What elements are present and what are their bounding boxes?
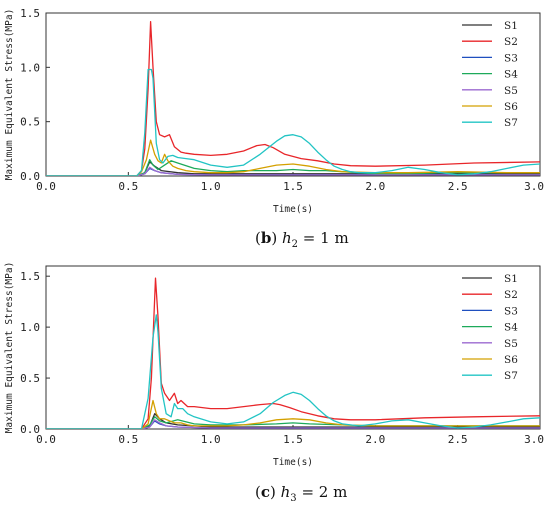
x-tick-label: 2.5 [448, 433, 468, 446]
x-tick-label: 1.0 [201, 180, 221, 193]
legend-label-s2: S2 [504, 289, 518, 301]
y-tick-label: 0.5 [20, 372, 40, 385]
series-line-s5 [46, 419, 540, 429]
legend-label-s6: S6 [504, 354, 518, 366]
caption-variable: h [282, 229, 292, 247]
y-axis-label: Maximum Equivalent Stress(MPa) [4, 262, 15, 434]
caption-subscript: 2 [292, 239, 298, 250]
x-tick-label: 0.0 [36, 180, 56, 193]
legend-label-s1: S1 [504, 273, 518, 285]
legend-label-s3: S3 [504, 52, 518, 64]
plot-frame [45, 12, 541, 177]
caption-close-paren: ) [270, 483, 281, 501]
caption-letter: b [261, 229, 272, 247]
x-tick-label: 2.0 [365, 180, 385, 193]
legend-label-s6: S6 [504, 101, 518, 113]
y-tick-label: 0.0 [20, 170, 40, 183]
legend-label-s2: S2 [504, 36, 518, 48]
series-line-s6 [46, 399, 540, 429]
caption-value: = 2 m [297, 483, 348, 501]
x-tick-label: 3.0 [524, 180, 544, 193]
series-line-s2 [46, 21, 540, 176]
series-line-s1 [46, 413, 540, 429]
caption-subscript: 3 [290, 493, 296, 504]
y-tick-label: 0.0 [20, 423, 40, 436]
x-tick-label: 1.5 [283, 433, 303, 446]
x-tick-label: 2.5 [448, 180, 468, 193]
caption-letter: c [261, 483, 270, 501]
series-group [46, 277, 540, 429]
panel-caption: (c) h3 = 2 m [255, 483, 347, 504]
series-group [46, 21, 540, 176]
y-tick-label: 1.5 [20, 270, 40, 283]
legend: S1 S2 S3 S4 S5 S6 S7 [462, 273, 518, 382]
caption-variable: h [281, 483, 291, 501]
caption-open-paren: ( [255, 483, 261, 501]
x-tick-label: 2.0 [365, 433, 385, 446]
legend-label-s7: S7 [504, 370, 518, 382]
legend-label-s4: S4 [504, 322, 518, 334]
series-line-s2 [46, 277, 540, 429]
series-line-s7 [46, 314, 540, 429]
chart-panel-c: 0.0 0.5 1.0 1.5 2.0 2.5 3.0 0.0 0.5 1.0 1.5 Time(s)… [4, 262, 544, 504]
panel-caption: (b) h2 = 1 m [255, 229, 349, 250]
series-line-s6 [46, 139, 540, 176]
x-tick-label: 3.0 [524, 433, 544, 446]
legend: S1 S2 S3 S4 S5 S6 S7 [462, 20, 518, 129]
caption-close-paren: ) [271, 229, 282, 247]
chart-panel-b: 0.0 0.5 1.0 1.5 2.0 2.5 3.0 0.0 0.5 1.0 1.5 Time(s)… [4, 7, 544, 250]
x-tick-label: 0.5 [118, 180, 138, 193]
y-tick-label: 0.5 [20, 116, 40, 129]
legend-label-s3: S3 [504, 305, 518, 317]
caption-value: = 1 m [298, 229, 349, 247]
legend-label-s7: S7 [504, 117, 518, 129]
plot-frame [45, 265, 541, 430]
legend-label-s1: S1 [504, 20, 518, 32]
series-line-s5 [46, 166, 540, 176]
legend-label-s4: S4 [504, 69, 518, 81]
x-tick-label: 0.0 [36, 433, 56, 446]
x-tick-label: 0.5 [118, 433, 138, 446]
x-axis-label: Time(s) [273, 204, 313, 215]
series-line-s7 [46, 68, 540, 176]
y-tick-label: 1.0 [20, 321, 40, 334]
y-tick-label: 1.0 [20, 61, 40, 74]
legend-label-s5: S5 [504, 338, 518, 350]
caption-open-paren: ( [255, 229, 261, 247]
x-axis-label: Time(s) [273, 457, 313, 468]
legend-label-s5: S5 [504, 85, 518, 97]
x-tick-label: 1.0 [201, 433, 221, 446]
x-tick-label: 1.5 [283, 180, 303, 193]
y-tick-label: 1.5 [20, 7, 40, 20]
y-axis-label: Maximum Equivalent Stress(MPa) [4, 9, 15, 181]
